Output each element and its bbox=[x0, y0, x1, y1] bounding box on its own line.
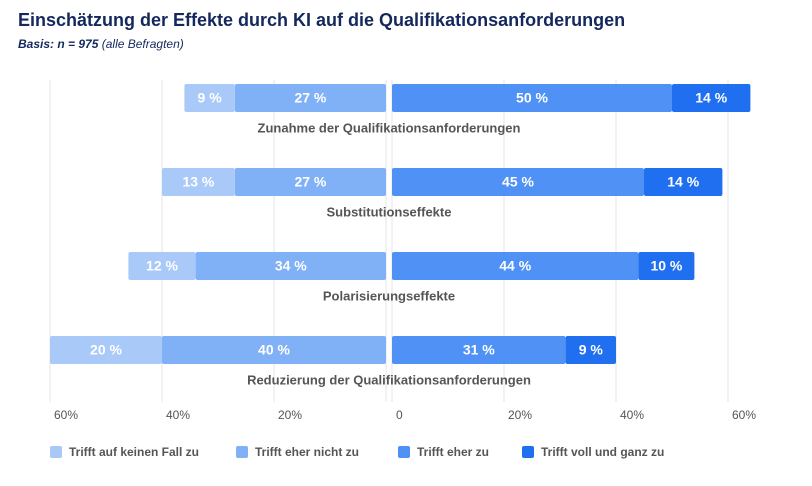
value-label: 10 % bbox=[650, 258, 682, 274]
value-label: 27 % bbox=[294, 90, 326, 106]
legend-label: Trifft eher zu bbox=[417, 445, 489, 459]
x-tick-label: 40% bbox=[166, 408, 190, 422]
category-label: Reduzierung der Qualifikationsanforderun… bbox=[247, 372, 531, 387]
value-label: 14 % bbox=[695, 90, 727, 106]
value-label: 45 % bbox=[502, 174, 534, 190]
bar-segment bbox=[162, 336, 386, 364]
value-label: 14 % bbox=[667, 174, 699, 190]
x-tick-label: 20% bbox=[278, 408, 302, 422]
value-label: 12 % bbox=[146, 258, 178, 274]
bar-segment bbox=[638, 252, 695, 280]
value-label: 44 % bbox=[499, 258, 531, 274]
value-label: 40 % bbox=[258, 342, 290, 358]
value-label: 20 % bbox=[90, 342, 122, 358]
x-tick-label: 20% bbox=[508, 408, 532, 422]
bar-segment bbox=[392, 168, 644, 196]
legend-swatch bbox=[398, 446, 410, 458]
value-label: 9 % bbox=[579, 342, 604, 358]
subtitle-basis: Basis: n = 975 bbox=[18, 37, 99, 51]
x-tick-label: 60% bbox=[54, 408, 78, 422]
value-label: 50 % bbox=[516, 90, 548, 106]
bar-segment bbox=[565, 336, 616, 364]
value-label: 13 % bbox=[182, 174, 214, 190]
subtitle-note: (alle Befragten) bbox=[102, 37, 184, 51]
legend-label: Trifft voll und ganz zu bbox=[541, 445, 664, 459]
bar-segment bbox=[234, 84, 386, 112]
legend-label: Trifft eher nicht zu bbox=[255, 445, 359, 459]
legend-label: Trifft auf keinen Fall zu bbox=[69, 445, 199, 459]
x-tick-label: 60% bbox=[732, 408, 756, 422]
value-label: 27 % bbox=[294, 174, 326, 190]
category-label: Zunahme der Qualifikationsanforderungen bbox=[258, 120, 521, 135]
value-label: 34 % bbox=[275, 258, 307, 274]
bar-segment bbox=[50, 336, 162, 364]
x-tick-label: 0 bbox=[396, 408, 403, 422]
bar-segment bbox=[672, 84, 751, 112]
bar-segment bbox=[234, 168, 386, 196]
category-label: Polarisierungseffekte bbox=[323, 288, 455, 303]
bar-segment bbox=[184, 84, 235, 112]
x-tick-label: 40% bbox=[620, 408, 644, 422]
bar-segment bbox=[128, 252, 196, 280]
bar-segment bbox=[162, 168, 235, 196]
bar-segment bbox=[392, 336, 566, 364]
legend-swatch bbox=[50, 446, 62, 458]
legend-swatch bbox=[522, 446, 534, 458]
bar-segment bbox=[392, 84, 672, 112]
legend-swatch bbox=[236, 446, 248, 458]
bar-segment bbox=[392, 252, 639, 280]
value-label: 9 % bbox=[198, 90, 223, 106]
bar-segment bbox=[644, 168, 723, 196]
chart-subtitle: Basis: n = 975 (alle Befragten) bbox=[18, 37, 184, 51]
value-label: 31 % bbox=[463, 342, 495, 358]
bar-segment bbox=[195, 252, 386, 280]
category-label: Substitutionseffekte bbox=[327, 204, 452, 219]
chart-title: Einschätzung der Effekte durch KI auf di… bbox=[18, 10, 625, 30]
